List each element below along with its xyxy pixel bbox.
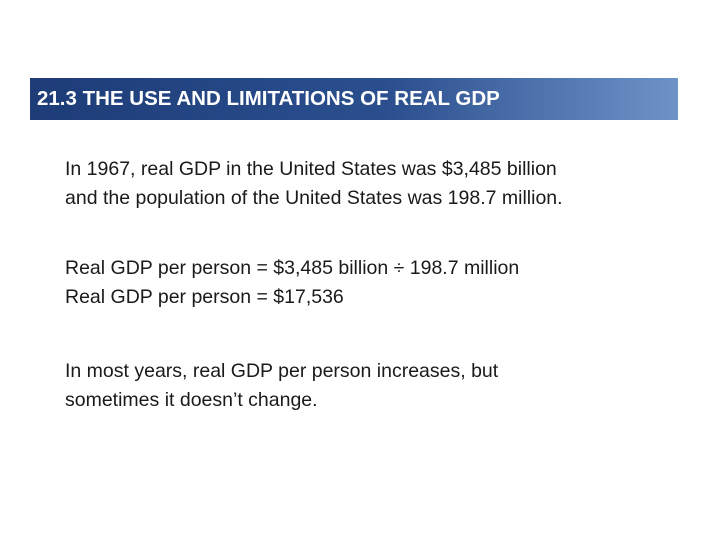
text-line: Real GDP per person = $3,485 billion ÷ 1… <box>65 257 520 279</box>
text-line: and the population of the United States … <box>65 187 563 209</box>
paragraph: Real GDP per person = $3,485 billion ÷ 1… <box>65 254 519 312</box>
paragraph: In most years, real GDP per person incre… <box>65 357 498 415</box>
text-line: In most years, real GDP per person incre… <box>65 360 499 382</box>
text-line: sometimes it doesn’t change. <box>65 389 318 411</box>
header-bar: 21.3 THE USE AND LIMITATIONS OF REAL GDP <box>30 78 678 120</box>
paragraph: In 1967, real GDP in the United States w… <box>65 155 563 213</box>
header-title: 21.3 THE USE AND LIMITATIONS OF REAL GDP <box>37 87 500 110</box>
text-line: Real GDP per person = $17,536 <box>65 286 344 308</box>
text-line: In 1967, real GDP in the United States w… <box>65 158 557 180</box>
